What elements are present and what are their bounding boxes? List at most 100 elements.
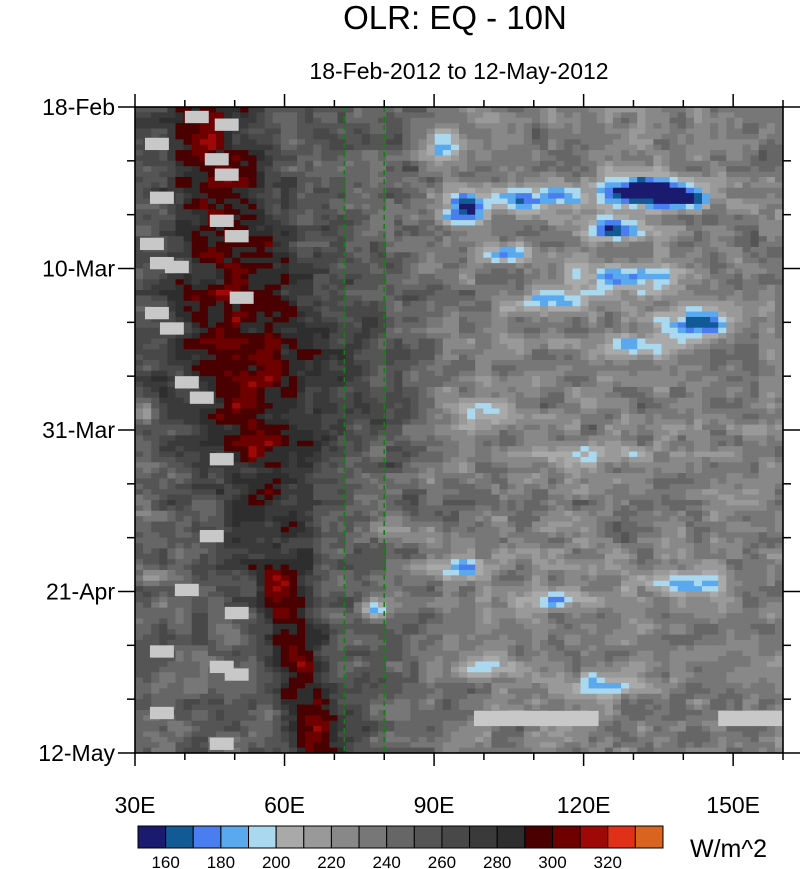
field-cell: [588, 365, 598, 372]
field-cell: [459, 225, 468, 232]
field-cell: [531, 171, 541, 178]
field-cell: [313, 230, 322, 237]
field-cell: [450, 220, 460, 227]
field-cell: [135, 440, 144, 447]
field-cell: [621, 268, 630, 275]
field-cell: [523, 112, 533, 119]
field-cell: [483, 263, 492, 270]
field-cell: [718, 349, 727, 356]
field-cell: [434, 171, 444, 178]
field-cell: [710, 225, 719, 232]
field-cell: [645, 155, 654, 162]
field-cell: [313, 236, 322, 243]
field-cell: [588, 107, 598, 113]
field-cell: [564, 133, 573, 140]
field-cell: [199, 225, 209, 232]
field-cell: [588, 117, 598, 124]
field-cell: [183, 273, 193, 280]
field-cell: [734, 182, 744, 189]
field-cell: [645, 333, 654, 340]
field-cell: [143, 360, 152, 366]
field-cell: [442, 203, 452, 210]
field-cell: [410, 284, 420, 291]
field-cell: [515, 376, 525, 383]
field-cell: [475, 246, 484, 253]
field-cell: [329, 268, 339, 275]
field-cell: [280, 144, 290, 151]
field-cell: [758, 284, 768, 291]
field-cell: [329, 252, 339, 259]
field-cell: [305, 220, 314, 227]
field-cell: [207, 413, 217, 420]
field-cell: [378, 133, 387, 140]
field-cell: [758, 144, 768, 151]
field-cell: [191, 300, 201, 307]
field-cell: [531, 139, 541, 146]
field-cell: [442, 403, 452, 410]
field-cell: [175, 440, 185, 447]
field-cell: [459, 316, 468, 323]
field-cell: [758, 246, 768, 253]
field-cell: [143, 273, 152, 280]
field-cell: [515, 263, 525, 270]
field-cell: [135, 306, 144, 313]
field-cell: [531, 386, 541, 393]
field-cell: [515, 230, 525, 237]
field-cell: [596, 295, 606, 302]
field-cell: [224, 386, 233, 393]
field-cell: [232, 316, 241, 323]
field-cell: [410, 290, 420, 297]
field-cell: [774, 133, 783, 140]
field-cell: [135, 176, 144, 183]
field-cell: [353, 268, 363, 275]
field-cell: [151, 333, 160, 340]
field-cell: [645, 424, 654, 431]
field-cell: [750, 365, 760, 372]
field-cell: [135, 360, 144, 366]
field-cell: [378, 343, 387, 350]
field-cell: [191, 133, 201, 140]
field-cell: [199, 182, 209, 189]
field-cell: [143, 343, 152, 350]
field-cell: [710, 430, 719, 436]
field-cell: [629, 171, 638, 178]
field-cell: [167, 220, 177, 227]
field-cell: [353, 349, 363, 356]
field-cell: [645, 182, 654, 189]
field-cell: [645, 322, 654, 329]
field-cell: [151, 435, 160, 442]
field-cell: [588, 268, 598, 275]
field-cell: [418, 413, 428, 420]
field-cell: [183, 225, 193, 232]
field-cell: [378, 193, 387, 200]
field-cell: [199, 311, 209, 318]
field-cell: [475, 155, 484, 162]
field-cell: [256, 166, 266, 173]
field-cell: [612, 290, 622, 297]
field-cell: [143, 171, 152, 178]
field-cell: [353, 166, 363, 173]
field-cell: [661, 273, 671, 280]
field-cell: [629, 128, 638, 135]
field-cell: [475, 182, 484, 189]
field-cell: [661, 133, 671, 140]
field-cell: [159, 300, 168, 307]
field-cell: [572, 370, 582, 377]
field-cell: [483, 424, 492, 431]
field-cell: [313, 273, 322, 280]
field-cell: [766, 241, 776, 248]
field-cell: [224, 139, 233, 146]
field-cell: [256, 160, 266, 167]
field-cell: [434, 225, 444, 232]
field-cell: [726, 123, 735, 130]
field-cell: [507, 311, 517, 318]
field-cell: [369, 171, 379, 178]
field-cell: [499, 430, 509, 436]
field-cell: [531, 408, 541, 415]
field-cell: [272, 338, 282, 345]
field-cell: [167, 214, 177, 221]
field-cell: [702, 209, 711, 216]
field-cell: [548, 376, 557, 383]
field-cell: [459, 176, 468, 183]
field-cell: [394, 354, 403, 361]
